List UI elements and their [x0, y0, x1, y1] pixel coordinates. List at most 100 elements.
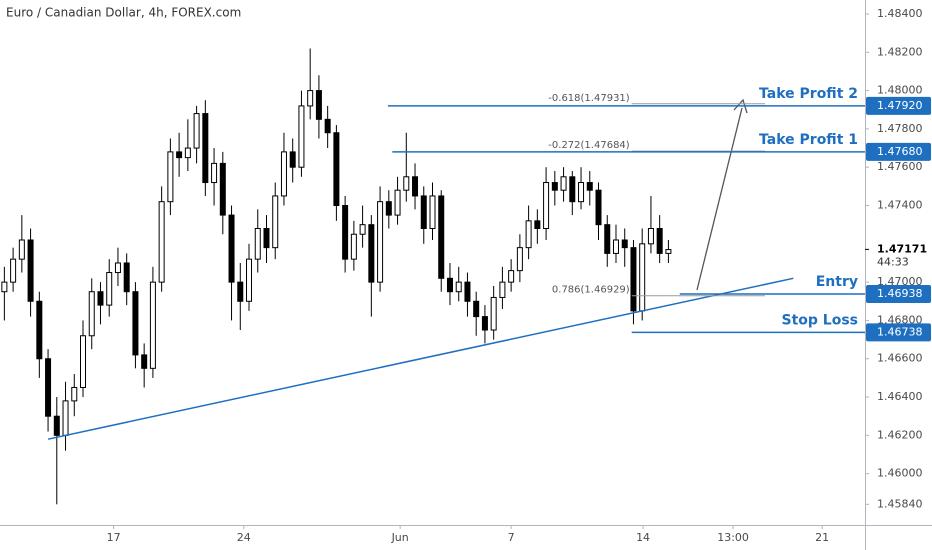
candle-body	[53, 415, 60, 436]
candle-body	[193, 113, 200, 149]
candle-body	[665, 249, 672, 254]
candle-body	[167, 151, 174, 203]
current-price-label: 1.47171	[877, 242, 927, 255]
countdown: 44:33	[877, 255, 909, 268]
x-tick-label: 24	[237, 531, 251, 544]
candle-body	[412, 176, 419, 197]
fib-label: 0.786(1.46929)	[552, 285, 630, 296]
candle-body	[455, 281, 462, 293]
x-tick-label: Jun	[391, 531, 409, 544]
candle-body	[639, 243, 646, 312]
candle-body	[289, 151, 296, 168]
candle-body	[88, 291, 95, 337]
candle-body	[246, 258, 253, 302]
candle-body	[368, 224, 375, 283]
candle-body	[342, 205, 349, 260]
y-tick-label: 1.47400	[877, 199, 923, 212]
candle-body	[394, 189, 401, 216]
candle-body	[621, 239, 628, 249]
y-tick-label: 1.46200	[877, 428, 923, 441]
candle-body	[499, 281, 506, 298]
y-tick-label: 1.46600	[877, 352, 923, 365]
candle-body	[62, 400, 69, 436]
candle-body	[228, 214, 235, 283]
candle-body	[272, 195, 279, 249]
arrow-shaft	[696, 107, 743, 291]
candle-body	[377, 201, 384, 283]
candle-body	[123, 262, 130, 293]
trendline	[47, 277, 794, 440]
candle-body	[298, 105, 305, 168]
x-tick-label: 21	[815, 531, 829, 544]
candle-body	[350, 233, 357, 260]
y-tick-label: 1.46800	[877, 313, 923, 326]
level-price-box	[866, 96, 931, 115]
candle-body	[211, 162, 218, 184]
candle-body	[543, 182, 550, 230]
x-tick-label: 17	[107, 531, 121, 544]
candle-body	[202, 113, 209, 184]
candle-body	[237, 281, 244, 302]
y-tick-label: 1.47800	[877, 122, 923, 135]
level-price-label: 1.47920	[877, 99, 923, 112]
candle-body	[612, 239, 619, 254]
y-tick-label: 1.48000	[877, 84, 923, 97]
candle-body	[359, 224, 366, 235]
candle-body	[184, 147, 191, 159]
candle-body	[595, 189, 602, 226]
candle-body	[219, 162, 226, 216]
candle-body	[604, 224, 611, 254]
y-tick-label: 1.48200	[877, 45, 923, 58]
x-tick-label: 7	[508, 531, 515, 544]
y-tick-label: 1.46400	[877, 390, 923, 403]
x-tick-label: 13:00	[717, 531, 749, 544]
candle-body	[18, 239, 25, 260]
candle-body	[149, 281, 156, 369]
candle-body	[534, 220, 541, 230]
candle-body	[254, 228, 261, 260]
candle-body	[516, 247, 523, 272]
candle-body	[630, 247, 637, 312]
candle-body	[420, 195, 427, 230]
candle-body	[176, 151, 183, 159]
fib-label: -0.618(1.47931)	[548, 93, 629, 104]
candle-body	[473, 300, 480, 318]
candle-body	[114, 262, 121, 274]
y-tick-label: 1.46000	[877, 467, 923, 480]
candle-body	[656, 228, 663, 254]
level-price-label: 1.46938	[877, 287, 923, 300]
y-tick-label: 1.47600	[877, 160, 923, 173]
y-tick-label: 1.48400	[877, 7, 923, 20]
candle-body	[307, 90, 314, 107]
candle-body	[569, 176, 576, 203]
candle-body	[578, 182, 585, 203]
level-price-box	[866, 142, 931, 161]
candle-body	[438, 195, 445, 279]
candle-body	[525, 220, 532, 249]
candle-body	[97, 291, 104, 306]
current-price-box	[866, 240, 931, 269]
candle-body	[481, 316, 488, 331]
candle-body	[10, 258, 17, 283]
level-price-box	[866, 323, 931, 342]
y-tick-label: 1.45840	[877, 497, 923, 510]
candle-body	[333, 132, 340, 207]
candle-body	[551, 182, 558, 191]
candle-body	[158, 201, 165, 283]
candle-body	[80, 335, 87, 388]
candle-body	[263, 228, 270, 249]
x-tick-label: 14	[636, 531, 650, 544]
candle-body	[403, 176, 410, 191]
level-price-label: 1.46738	[877, 325, 923, 338]
candle-body	[508, 270, 515, 283]
candle-body	[315, 90, 322, 120]
candle-body	[71, 386, 78, 402]
candle-body	[490, 296, 497, 331]
candle-body	[464, 281, 471, 302]
candle-body	[647, 228, 654, 245]
candle-body	[1, 281, 8, 293]
candle-body	[324, 118, 331, 134]
level-price-label: 1.47680	[877, 145, 923, 158]
